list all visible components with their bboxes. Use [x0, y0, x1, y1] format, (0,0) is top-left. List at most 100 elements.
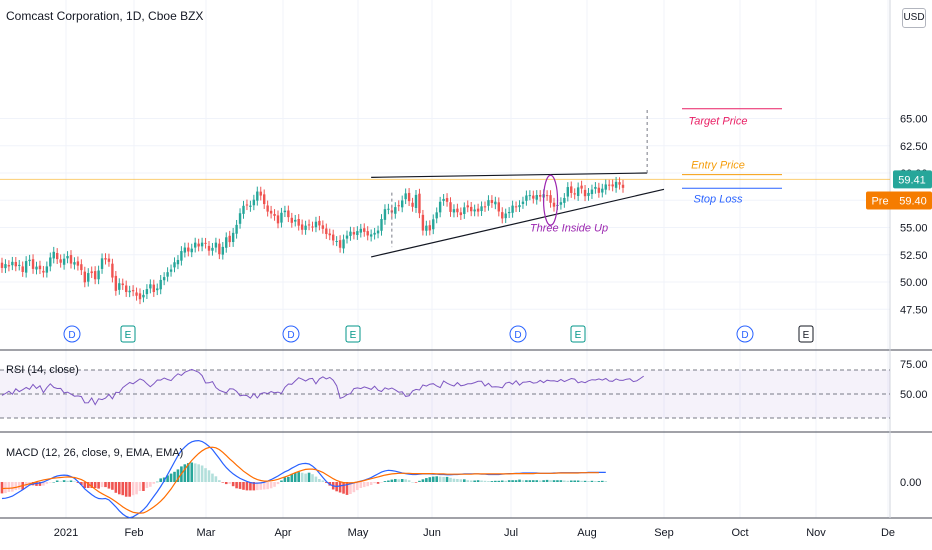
macd-histogram-bar [549, 480, 552, 482]
candle-body [187, 247, 190, 252]
macd-histogram-bar [338, 482, 342, 493]
candle-body [463, 207, 466, 214]
candle-body [470, 206, 473, 212]
candle-body [83, 271, 86, 283]
time-axis-tick-label: Mar [197, 527, 216, 539]
candle-body [211, 247, 214, 251]
chart-title: Comcast Corporation, 1D, Cboe BZX [6, 9, 204, 23]
candle-body [118, 283, 121, 290]
candle-body [342, 239, 345, 249]
macd-histogram-bar [383, 481, 387, 482]
candle-body [539, 195, 542, 197]
macd-histogram-bar [155, 481, 159, 483]
candle-body [587, 192, 590, 196]
macd-histogram-bar [52, 482, 56, 483]
macd-histogram-bar [124, 482, 128, 497]
macd-histogram-bar [69, 480, 73, 482]
candle-body [300, 224, 304, 230]
annotation-label: Stop Loss [694, 193, 743, 205]
candle-body [162, 277, 166, 281]
candle-body [231, 232, 235, 242]
macd-histogram-bar [138, 482, 142, 491]
macd-histogram-bar [325, 482, 328, 483]
candle-body [66, 256, 69, 259]
macd-histogram-bar [266, 482, 269, 490]
time-axis-tick-label: Jul [504, 527, 518, 539]
candle-body [580, 185, 583, 189]
candle-body [131, 290, 135, 292]
last-price-label [893, 170, 932, 189]
macd-histogram-bar [128, 482, 131, 497]
candle-body [173, 262, 176, 268]
earnings-marker [120, 325, 136, 343]
candle-body [576, 187, 580, 196]
candle-body [445, 198, 449, 202]
macd-histogram-bar [304, 473, 307, 482]
time-axis-tick-label: Sep [654, 527, 674, 539]
macd-histogram-bar [552, 480, 556, 482]
candle-body [183, 247, 187, 253]
candle-body [125, 285, 128, 293]
macd-histogram-bar [245, 482, 249, 491]
macd-histogram-bar [583, 480, 587, 482]
candle-body [259, 191, 262, 196]
macd-histogram-bar [280, 480, 283, 482]
macd-histogram-bar [511, 480, 514, 482]
candle-body [380, 218, 383, 231]
candle-body [566, 187, 569, 197]
candle-body [369, 234, 373, 237]
macd-histogram-bar [590, 480, 594, 482]
macd-histogram-bar [187, 463, 190, 482]
candle-body [269, 210, 273, 214]
candle-body [114, 275, 118, 291]
macd-histogram-bar [404, 479, 407, 482]
macd-histogram-bar [259, 482, 263, 490]
macd-histogram-bar [466, 480, 470, 482]
macd-histogram-bar [111, 482, 114, 490]
candle-body [494, 201, 497, 205]
candle-body [35, 266, 38, 270]
candle-body [487, 200, 490, 206]
macd-histogram-bar [318, 479, 321, 482]
candle-body [287, 210, 290, 218]
macd-histogram-bar [80, 482, 83, 485]
candle-body [314, 221, 318, 228]
candle-body [425, 225, 428, 231]
macd-histogram-bar [49, 482, 52, 483]
candle-body [618, 182, 621, 185]
candle-body [297, 218, 300, 226]
macd-histogram-bar [66, 480, 69, 482]
macd-histogram-bar [121, 482, 125, 496]
candle-body [601, 188, 604, 193]
macd-histogram-bar [166, 475, 169, 482]
candle-body [428, 225, 431, 231]
candle-body [394, 207, 397, 214]
macd-label[interactable]: MACD (12, 26, close, 9, EMA, EMA) [6, 447, 184, 459]
candle-body [387, 208, 390, 210]
macd-histogram-bar [311, 474, 314, 482]
candle-body [535, 195, 538, 200]
macd-histogram-bar [528, 480, 532, 482]
macd-histogram-bar [463, 479, 466, 482]
macd-histogram-bar [149, 482, 152, 487]
macd-histogram-bar [587, 481, 590, 482]
candle-body [107, 258, 111, 262]
event-marker-label: E [350, 330, 357, 341]
macd-histogram-bar [573, 480, 576, 482]
rsi-label[interactable]: RSI (14, close) [6, 364, 79, 376]
currency-button[interactable]: USD [902, 8, 926, 28]
macd-histogram-bar [307, 472, 311, 482]
macd-histogram-bar [152, 482, 156, 484]
macd-histogram-bar [235, 482, 238, 489]
macd-histogram-bar [387, 480, 390, 482]
macd-histogram-bar [594, 481, 597, 482]
candle-body [435, 212, 438, 219]
macd-histogram-bar [604, 481, 608, 482]
price-axis-tick-label: 47.50 [900, 304, 928, 316]
candle-body [366, 231, 369, 236]
macd-histogram-bar [114, 482, 118, 493]
candle-body [359, 228, 362, 233]
macd-histogram-bar [345, 482, 349, 495]
earnings-marker [345, 325, 361, 343]
